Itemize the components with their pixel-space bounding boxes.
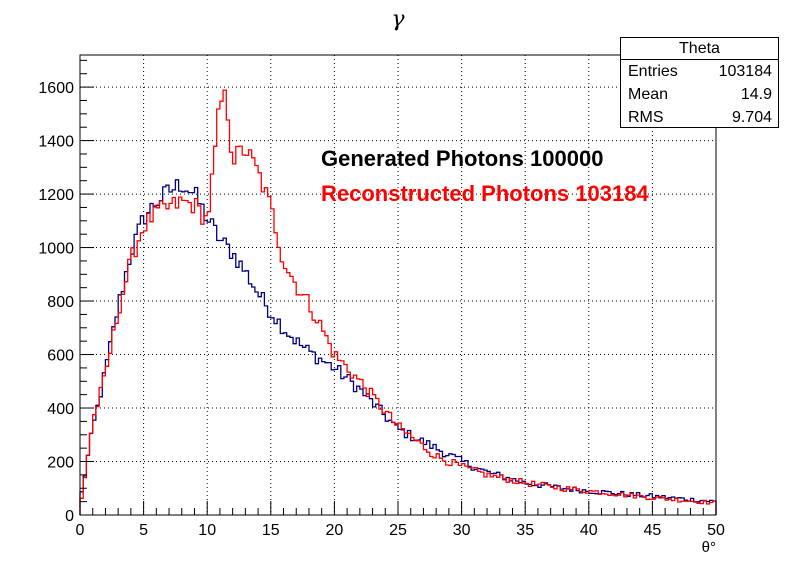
x-tick-label: 30 bbox=[453, 522, 471, 539]
y-tick-label: 1400 bbox=[38, 134, 74, 151]
x-tick-label: 35 bbox=[516, 522, 534, 539]
y-tick-label: 600 bbox=[47, 348, 74, 365]
chart-title: γ bbox=[391, 7, 405, 32]
stats-label: Mean bbox=[628, 83, 668, 106]
y-tick-label: 1000 bbox=[38, 241, 74, 258]
annotation-reconstructed: Reconstructed Photons 103184 bbox=[321, 181, 649, 206]
y-tick-label: 1600 bbox=[38, 80, 74, 97]
x-tick-label: 15 bbox=[262, 522, 280, 539]
stats-label: RMS bbox=[628, 106, 664, 129]
stats-row-rms: RMS 9.704 bbox=[621, 106, 778, 129]
stats-box: Theta Entries 103184 Mean 14.9 RMS 9.704 bbox=[620, 37, 779, 128]
x-tick-label: 45 bbox=[644, 522, 662, 539]
x-tick-label: 10 bbox=[198, 522, 216, 539]
y-tick-label: 800 bbox=[47, 294, 74, 311]
y-tick-label: 0 bbox=[65, 508, 74, 525]
annotation-generated: Generated Photons 100000 bbox=[321, 146, 603, 171]
x-tick-label: 40 bbox=[580, 522, 598, 539]
x-axis-title: θ° bbox=[702, 539, 716, 556]
x-tick-label: 25 bbox=[389, 522, 407, 539]
y-tick-label: 1200 bbox=[38, 187, 74, 204]
y-tick-label: 200 bbox=[47, 455, 74, 472]
x-tick-label: 0 bbox=[76, 522, 85, 539]
stats-box-title: Theta bbox=[621, 38, 778, 60]
stats-row-entries: Entries 103184 bbox=[621, 60, 778, 83]
x-tick-label: 50 bbox=[707, 522, 725, 539]
axis-ticks: 0 5 10 15 20 25 30 35 40 45 50 0 200 400 600 800 1000 120… bbox=[38, 60, 725, 539]
x-tick-label: 20 bbox=[326, 522, 344, 539]
stats-value: 103184 bbox=[719, 60, 772, 83]
stats-value: 14.9 bbox=[741, 83, 772, 106]
stats-label: Entries bbox=[628, 60, 678, 83]
stats-row-mean: Mean 14.9 bbox=[621, 83, 778, 106]
stats-value: 9.704 bbox=[732, 106, 772, 129]
y-tick-label: 400 bbox=[47, 401, 74, 418]
x-tick-label: 5 bbox=[139, 522, 148, 539]
